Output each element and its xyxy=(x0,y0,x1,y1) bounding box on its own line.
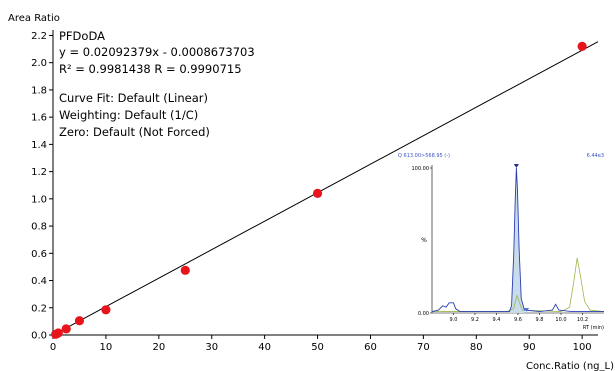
annotation-line: R² = 0.9981438 R = 0.9990715 xyxy=(59,62,242,76)
annotation-line: Weighting: Default (1/C) xyxy=(59,108,198,122)
x-axis-label: Conc.Ratio (ng_L) xyxy=(526,361,614,371)
annotations-layer: PFDoDA y = 0.02092379x - 0.0008673703 R² =… xyxy=(59,29,255,139)
y-tick-label: 0.0 xyxy=(31,331,47,342)
inset-y-tick-label: 0.00 xyxy=(418,311,429,317)
x-tick-label: 40 xyxy=(258,342,271,353)
x-tick-label: 30 xyxy=(205,342,218,353)
annotation-line: Zero: Default (Not Forced) xyxy=(59,125,210,139)
inset-y-tick-label: 100.00 xyxy=(412,166,430,172)
data-point xyxy=(577,41,587,51)
inset-x-tick-label: 9.6 xyxy=(514,317,522,323)
x-tick-label: 0 xyxy=(50,342,56,353)
x-tick-label: 50 xyxy=(311,342,324,353)
inset-end-marker xyxy=(524,308,530,312)
inset-green-trace xyxy=(432,257,605,312)
annotation-line: PFDoDA xyxy=(59,29,105,43)
fit-layer xyxy=(54,41,599,335)
y-tick-label: 0.4 xyxy=(31,276,47,287)
inset-y-axis-label: % xyxy=(421,237,427,244)
x-tick-label: 100 xyxy=(573,342,592,353)
x-tick-label: 20 xyxy=(152,342,165,353)
inset-peak-fill xyxy=(509,168,525,313)
inset-x-tick-label: 9.8 xyxy=(536,317,544,323)
fit-line xyxy=(54,41,599,335)
x-tick-label: 60 xyxy=(364,342,377,353)
x-tick-label: 10 xyxy=(100,342,113,353)
inset-x-tick-label: 10.2 xyxy=(577,317,588,323)
points-layer xyxy=(51,41,587,339)
inset-x-tick-label: 9.0 xyxy=(450,317,458,323)
inset-blue-trace xyxy=(431,167,604,313)
y-tick-label: 2.0 xyxy=(31,58,47,69)
axes-layer xyxy=(52,30,598,336)
annotation-line: Curve Fit: Default (Linear) xyxy=(59,91,208,105)
inset-x-tick-label: 9.2 xyxy=(471,317,479,323)
inset-x-tick-label: 9.4 xyxy=(493,317,501,323)
data-point xyxy=(180,265,190,275)
ticks-layer: 0 10 20 30 40 50 60 70 80 90 100 0.0 0.2 0.4 0.6 0.8 1.0… xyxy=(31,31,592,353)
y-tick-label: 0.8 xyxy=(31,222,47,233)
y-tick-label: 0.6 xyxy=(31,249,47,260)
y-tick-label: 1.6 xyxy=(31,113,47,124)
y-tick-label: 0.2 xyxy=(31,303,47,314)
inset-header-left: Q 613.00>568.95 (-) xyxy=(398,153,450,159)
inset-header-right: 6.44e3 xyxy=(587,153,604,159)
annotation-line: y = 0.02092379x - 0.0008673703 xyxy=(59,45,255,59)
x-tick-label: 80 xyxy=(470,342,483,353)
data-point xyxy=(312,188,323,198)
y-tick-label: 2.2 xyxy=(31,31,47,42)
data-point xyxy=(74,316,85,326)
x-tick-label: 70 xyxy=(417,342,430,353)
inset-apex-marker xyxy=(513,164,519,168)
y-tick-label: 1.4 xyxy=(31,140,47,151)
data-point xyxy=(53,328,63,338)
y-axis-label: Area Ratio xyxy=(8,13,60,24)
inset-x-tick-label: 10.0 xyxy=(555,317,566,323)
y-tick-label: 1.0 xyxy=(31,194,47,205)
y-tick-label: 1.2 xyxy=(31,167,47,178)
x-tick-label: 90 xyxy=(523,342,536,353)
inset-chromatogram: Q 613.00>568.95 (-) 6.44e3 0.00 100.00% 9.0 9… xyxy=(398,153,605,331)
inset-x-axis-label: RT (min) xyxy=(583,325,604,331)
data-point xyxy=(101,305,111,315)
data-point xyxy=(61,324,71,334)
y-tick-label: 1.8 xyxy=(31,85,47,96)
